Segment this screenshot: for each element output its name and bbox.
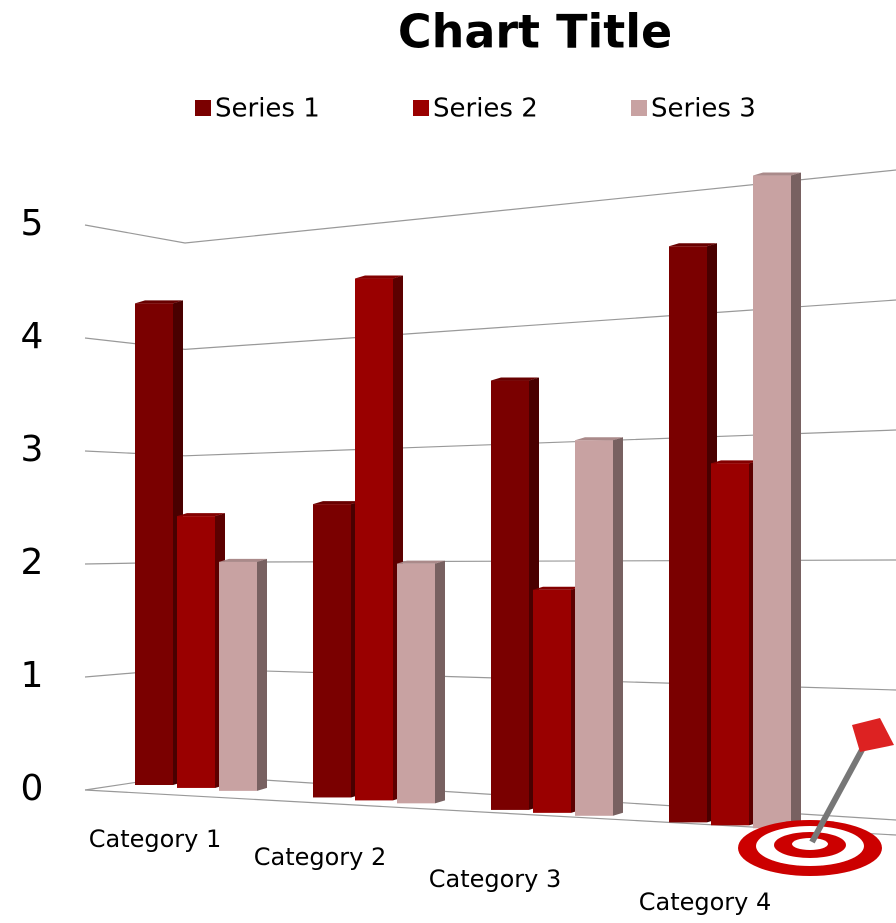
bar-top [219, 558, 267, 562]
bar [177, 516, 215, 788]
y-tick-label: 3 [21, 429, 44, 470]
bar-top [355, 275, 403, 279]
bar [575, 440, 613, 816]
y-tick-label: 5 [21, 203, 44, 244]
bar-side [613, 437, 623, 816]
bar-side [257, 558, 267, 791]
bar-top [177, 513, 225, 517]
bar [669, 246, 707, 823]
bar-top [397, 560, 445, 564]
bar-top [491, 377, 539, 381]
x-tick-label: Category 3 [429, 865, 562, 893]
bar [397, 563, 435, 804]
bar [219, 561, 257, 791]
y-tick-label: 1 [21, 655, 44, 696]
bar-top [135, 300, 183, 304]
grid-line [84, 429, 896, 457]
legend-swatch [413, 100, 429, 116]
y-tick-label: 4 [21, 316, 44, 357]
bar-top [575, 437, 623, 441]
bar [711, 463, 749, 826]
bar [491, 380, 529, 810]
y-tick-label: 0 [21, 768, 44, 809]
y-tick-label: 2 [21, 542, 44, 583]
grid-line [84, 299, 896, 351]
dart-flight [852, 718, 894, 752]
target-ring [792, 838, 828, 850]
bar-side [791, 172, 801, 829]
grid-line [84, 169, 896, 244]
x-tick-label: Category 1 [89, 825, 222, 853]
legend-swatch [195, 100, 211, 116]
bar-top [711, 460, 759, 464]
bar-side [435, 560, 445, 804]
legend-label: Series 2 [433, 94, 538, 124]
legend-label: Series 1 [215, 94, 320, 124]
bar [355, 278, 393, 801]
bar [313, 504, 351, 798]
bar-top [669, 243, 717, 247]
x-tick-label: Category 4 [639, 888, 772, 916]
legend-label: Series 3 [651, 94, 756, 124]
chart-title: Chart Title [398, 5, 672, 59]
legend-swatch [631, 100, 647, 116]
bar [533, 589, 571, 813]
x-tick-label: Category 2 [254, 843, 387, 871]
bar-top [533, 586, 581, 590]
bar [753, 175, 791, 829]
target-icon [738, 718, 894, 876]
bar-top [753, 172, 801, 176]
dart [809, 733, 873, 844]
bar-top [313, 501, 361, 505]
bar [135, 303, 173, 785]
